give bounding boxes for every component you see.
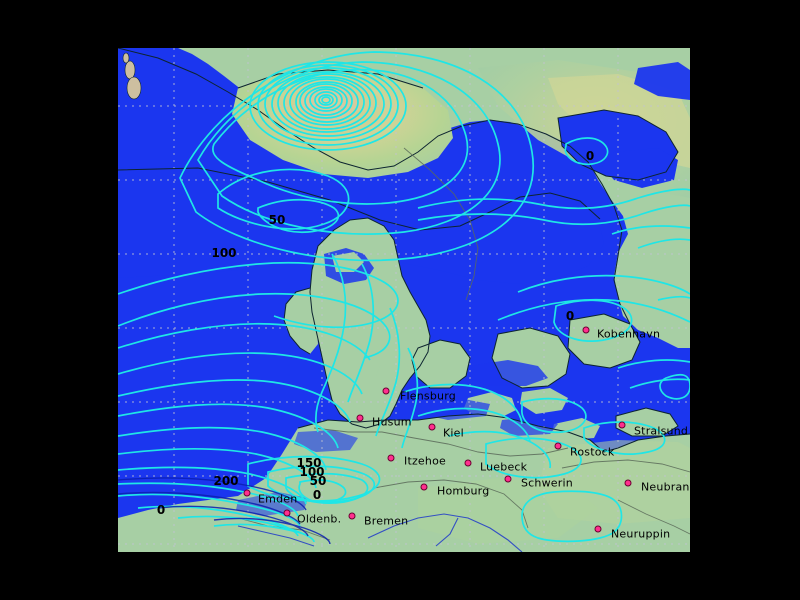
precipitation-contours (118, 51, 690, 543)
precipitation-contours-high (118, 477, 331, 545)
city-dot (348, 512, 356, 520)
city-dot (464, 459, 472, 467)
city-dot (420, 483, 428, 491)
city-dot (624, 479, 632, 487)
city-dot (504, 475, 512, 483)
contour-value-label: 0 (312, 488, 322, 502)
weather-map-canvas[interactable]: Flensburg Husum Kiel Itzehoe Luebeck Homburg S… (118, 48, 690, 552)
contour-value-label: 150 (296, 456, 322, 470)
city-dot (594, 525, 602, 533)
city-dot (243, 489, 251, 497)
city-dot (428, 423, 436, 431)
city-dot (356, 414, 364, 422)
contour-value-label: 100 (299, 465, 325, 479)
city-dot (554, 442, 562, 450)
rivers (237, 513, 523, 552)
contour-value-label: 0 (585, 149, 595, 163)
city-dot (382, 387, 390, 395)
copyright-notice: meteo-services.com * (c)2026 IWKF * All … (120, 580, 570, 594)
contour-value-label: 50 (309, 474, 327, 488)
city-dot (618, 421, 626, 429)
city-dot (582, 326, 590, 334)
contour-value-label: 100 (211, 246, 237, 260)
contour-value-label: 200 (213, 474, 239, 488)
contour-value-label: 50 (268, 213, 286, 227)
map-graphics (118, 48, 690, 552)
city-dot (283, 509, 291, 517)
contour-value-label: 0 (565, 309, 575, 323)
contour-value-label: 0 (156, 503, 166, 517)
city-dot (387, 454, 395, 462)
